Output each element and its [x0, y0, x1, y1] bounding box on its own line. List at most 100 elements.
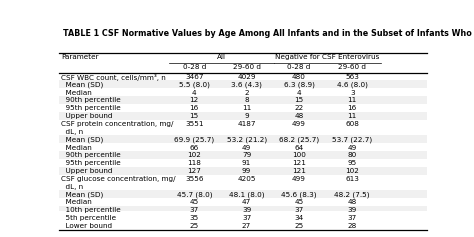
Text: 11: 11	[347, 97, 357, 103]
Bar	[59, 206, 427, 214]
Text: 121: 121	[292, 160, 306, 166]
Text: CSF glucose concentration, mg/: CSF glucose concentration, mg/	[61, 176, 176, 182]
Text: 95: 95	[347, 160, 357, 166]
Text: 15: 15	[294, 97, 303, 103]
Text: 53.7 (22.7): 53.7 (22.7)	[332, 137, 372, 143]
Text: 37: 37	[347, 215, 357, 221]
Text: Upper bound: Upper bound	[61, 113, 113, 119]
Text: 25: 25	[294, 223, 303, 229]
Bar	[59, 96, 427, 104]
Text: 102: 102	[187, 152, 201, 158]
Text: 121: 121	[292, 168, 306, 174]
Text: Median: Median	[61, 199, 92, 205]
Text: Mean (SD): Mean (SD)	[61, 191, 103, 198]
Text: 80: 80	[347, 152, 357, 158]
Text: 53.2 (21.2): 53.2 (21.2)	[227, 137, 267, 143]
Text: All: All	[217, 54, 226, 60]
Bar	[59, 112, 427, 120]
Text: 12: 12	[190, 97, 199, 103]
Text: dL, n: dL, n	[61, 184, 83, 190]
Text: 47: 47	[242, 199, 251, 205]
Text: 91: 91	[242, 160, 251, 166]
Text: Upper bound: Upper bound	[61, 168, 113, 174]
Text: 68.2 (25.7): 68.2 (25.7)	[279, 137, 319, 143]
Bar	[59, 135, 427, 143]
Text: 118: 118	[187, 160, 201, 166]
Text: 48.1 (8.0): 48.1 (8.0)	[229, 191, 264, 198]
Bar	[59, 222, 427, 230]
Text: 15: 15	[190, 113, 199, 119]
Text: 35: 35	[190, 215, 199, 221]
Bar	[59, 167, 427, 175]
Text: Parameter: Parameter	[61, 54, 99, 60]
Bar	[59, 190, 427, 198]
Text: 4029: 4029	[237, 74, 256, 80]
Text: 102: 102	[345, 168, 359, 174]
Text: 4205: 4205	[237, 176, 256, 182]
Text: 48.2 (7.5): 48.2 (7.5)	[335, 191, 370, 198]
Text: Mean (SD): Mean (SD)	[61, 82, 103, 88]
Text: 3.6 (4.3): 3.6 (4.3)	[231, 82, 262, 88]
Text: 45.6 (8.3): 45.6 (8.3)	[281, 191, 317, 198]
Text: 64: 64	[294, 145, 303, 150]
Text: 79: 79	[242, 152, 251, 158]
Text: 127: 127	[187, 168, 201, 174]
Text: CSF protein concentration, mg/: CSF protein concentration, mg/	[61, 121, 173, 127]
Text: 3551: 3551	[185, 121, 203, 127]
Text: 499: 499	[292, 121, 306, 127]
Text: 4: 4	[192, 90, 197, 96]
Text: 45.7 (8.0): 45.7 (8.0)	[176, 191, 212, 198]
Text: 4.6 (8.0): 4.6 (8.0)	[337, 82, 368, 88]
Text: 16: 16	[190, 105, 199, 111]
Text: 608: 608	[345, 121, 359, 127]
Text: 9: 9	[244, 113, 249, 119]
Text: 90th percentile: 90th percentile	[61, 152, 121, 158]
Text: 48: 48	[347, 199, 357, 205]
Text: 37: 37	[190, 207, 199, 213]
Text: 95th percentile: 95th percentile	[61, 160, 121, 166]
Text: 99: 99	[242, 168, 251, 174]
Text: 0-28 d: 0-28 d	[182, 64, 206, 70]
Text: 563: 563	[345, 74, 359, 80]
Text: 8: 8	[244, 97, 249, 103]
Text: 48: 48	[294, 113, 303, 119]
Text: 10th percentile: 10th percentile	[61, 207, 121, 213]
Text: Lower bound: Lower bound	[61, 223, 112, 229]
Text: 69.9 (25.7): 69.9 (25.7)	[174, 137, 214, 143]
Text: 49: 49	[347, 145, 357, 150]
Text: 0-28 d: 0-28 d	[287, 64, 310, 70]
Text: 25: 25	[190, 223, 199, 229]
Text: Mean (SD): Mean (SD)	[61, 137, 103, 143]
Text: 39: 39	[347, 207, 357, 213]
Text: 66: 66	[190, 145, 199, 150]
Text: 5th percentile: 5th percentile	[61, 215, 116, 221]
Text: 39: 39	[242, 207, 251, 213]
Text: 34: 34	[294, 215, 303, 221]
Text: 3556: 3556	[185, 176, 203, 182]
Text: 29-60 d: 29-60 d	[233, 64, 261, 70]
Bar	[59, 151, 427, 159]
Text: 37: 37	[294, 207, 303, 213]
Text: 6.3 (8.9): 6.3 (8.9)	[283, 82, 314, 88]
Text: 499: 499	[292, 176, 306, 182]
Text: 22: 22	[294, 105, 303, 111]
Text: CSF WBC count, cells/mm³, n: CSF WBC count, cells/mm³, n	[61, 74, 166, 81]
Text: 28: 28	[347, 223, 357, 229]
Text: Negative for CSF Enterovirus: Negative for CSF Enterovirus	[275, 54, 380, 60]
Text: 29-60 d: 29-60 d	[338, 64, 366, 70]
Text: 100: 100	[292, 152, 306, 158]
Text: 2: 2	[244, 90, 249, 96]
Text: 3: 3	[350, 90, 355, 96]
Text: 16: 16	[347, 105, 357, 111]
Bar	[59, 80, 427, 88]
Text: 5.5 (8.0): 5.5 (8.0)	[179, 82, 210, 88]
Text: 37: 37	[242, 215, 251, 221]
Text: 11: 11	[242, 105, 251, 111]
Text: Median: Median	[61, 145, 92, 150]
Text: 27: 27	[242, 223, 251, 229]
Text: 4: 4	[297, 90, 301, 96]
Text: dL, n: dL, n	[61, 129, 83, 135]
Text: TABLE 1 CSF Normative Values by Age Among All Infants and in the Subset of Infan: TABLE 1 CSF Normative Values by Age Amon…	[63, 29, 474, 38]
Text: 95th percentile: 95th percentile	[61, 105, 121, 111]
Text: 613: 613	[345, 176, 359, 182]
